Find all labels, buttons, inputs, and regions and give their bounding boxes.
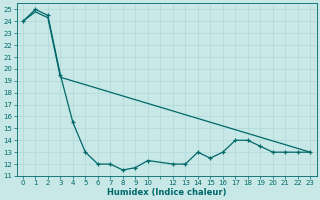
X-axis label: Humidex (Indice chaleur): Humidex (Indice chaleur) (107, 188, 226, 197)
